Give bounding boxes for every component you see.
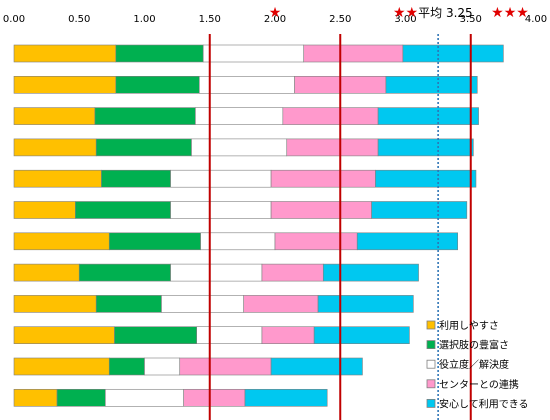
bar-segment <box>13 295 97 313</box>
bar-segment <box>196 326 263 345</box>
x-tick-label: 2.00 <box>264 14 286 25</box>
bar-segment <box>270 169 376 188</box>
annotations: ★ ★★ ★★★平均 3.25 <box>269 5 529 21</box>
bar-segment <box>322 263 419 282</box>
legend-label: 利用しやすさ <box>439 320 499 332</box>
bar-segment <box>377 107 479 125</box>
bar-segment <box>108 357 145 376</box>
bar-segment <box>161 295 244 313</box>
bar-segment <box>356 232 458 251</box>
bar-segment <box>375 169 477 188</box>
bar-segment <box>371 201 468 219</box>
bar-segment <box>105 388 184 407</box>
x-tick-label: 1.50 <box>199 14 221 25</box>
bar-segment <box>170 169 272 188</box>
bar-segment <box>170 201 272 219</box>
bar-segment <box>13 326 115 345</box>
bar-segment <box>244 388 328 407</box>
bar-segment <box>274 232 358 251</box>
bar-segment <box>78 263 171 282</box>
legend-label: センターとの連携 <box>439 378 519 391</box>
bar-segment <box>56 388 106 407</box>
bar-segment <box>13 44 117 63</box>
bar-segment <box>13 169 102 188</box>
bar-segment <box>261 263 324 282</box>
bar-segment <box>191 138 288 157</box>
bar-segment <box>115 76 200 94</box>
bar-segment <box>108 232 201 251</box>
bar-segment <box>170 263 263 282</box>
bar-segment <box>286 138 379 157</box>
bar-segment <box>282 107 379 125</box>
rating-stars: ★★★ <box>491 5 529 21</box>
bar-segment <box>114 326 197 345</box>
bar-segment <box>13 263 80 282</box>
bar-segment <box>402 44 504 63</box>
bar-segment <box>303 44 404 63</box>
legend-label: 安心して利用できる <box>439 397 529 410</box>
rating-stars: ★★ <box>393 5 418 21</box>
bar-segment <box>270 201 372 219</box>
legend-swatch <box>426 398 436 408</box>
x-tick-label: 3.50 <box>460 14 482 25</box>
x-tick-label: 1.00 <box>133 14 155 25</box>
bar-segment <box>385 76 478 94</box>
legend-swatch <box>426 320 436 330</box>
bar-segment <box>13 388 58 407</box>
reference-lines <box>208 34 472 420</box>
x-tick-label: 2.50 <box>329 14 351 25</box>
bar-segment <box>200 232 276 251</box>
bar-segment <box>13 138 97 157</box>
legend-swatch <box>426 359 436 369</box>
bar-segment <box>13 201 76 219</box>
legend-label: 選択肢の豊富さ <box>439 339 509 352</box>
bar-segment <box>313 326 410 345</box>
bar-segment <box>199 76 295 94</box>
bar-segment <box>144 357 181 376</box>
bar-segment <box>115 44 204 63</box>
bar-segment <box>270 357 363 376</box>
bars <box>13 44 504 407</box>
bar-segment <box>101 169 171 188</box>
bar-segment <box>13 357 110 376</box>
x-tick-label: 4.00 <box>525 14 547 25</box>
average-label: 平均 3.25 <box>418 6 473 20</box>
x-tick-label: 0.50 <box>68 14 90 25</box>
bar-segment <box>95 138 192 157</box>
x-tick-label: 0.00 <box>3 14 25 25</box>
bar-segment <box>13 107 96 125</box>
bar-segment <box>13 232 110 251</box>
bar-segment <box>243 295 319 313</box>
legend-label: 役立度／解決度 <box>439 358 509 371</box>
legend-swatch <box>426 340 436 350</box>
bar-segment <box>317 295 414 313</box>
bar-segment <box>183 388 246 407</box>
bar-segment <box>202 44 305 63</box>
legend-swatch <box>426 379 436 389</box>
bar-segment <box>95 295 162 313</box>
x-axis-ticks: 0.00 0.50 1.00 1.50 2.00 2.50 3.00 3.50 4.00 <box>3 14 547 25</box>
bar-segment <box>195 107 284 125</box>
bar-segment <box>377 138 474 157</box>
bar-segment <box>75 201 171 219</box>
bar-segment <box>94 107 196 125</box>
bar-segment <box>179 357 272 376</box>
bar-segment <box>261 326 315 345</box>
x-tick-label: 3.00 <box>394 14 416 25</box>
bar-segment <box>13 76 117 94</box>
rating-stars: ★ <box>269 5 282 21</box>
